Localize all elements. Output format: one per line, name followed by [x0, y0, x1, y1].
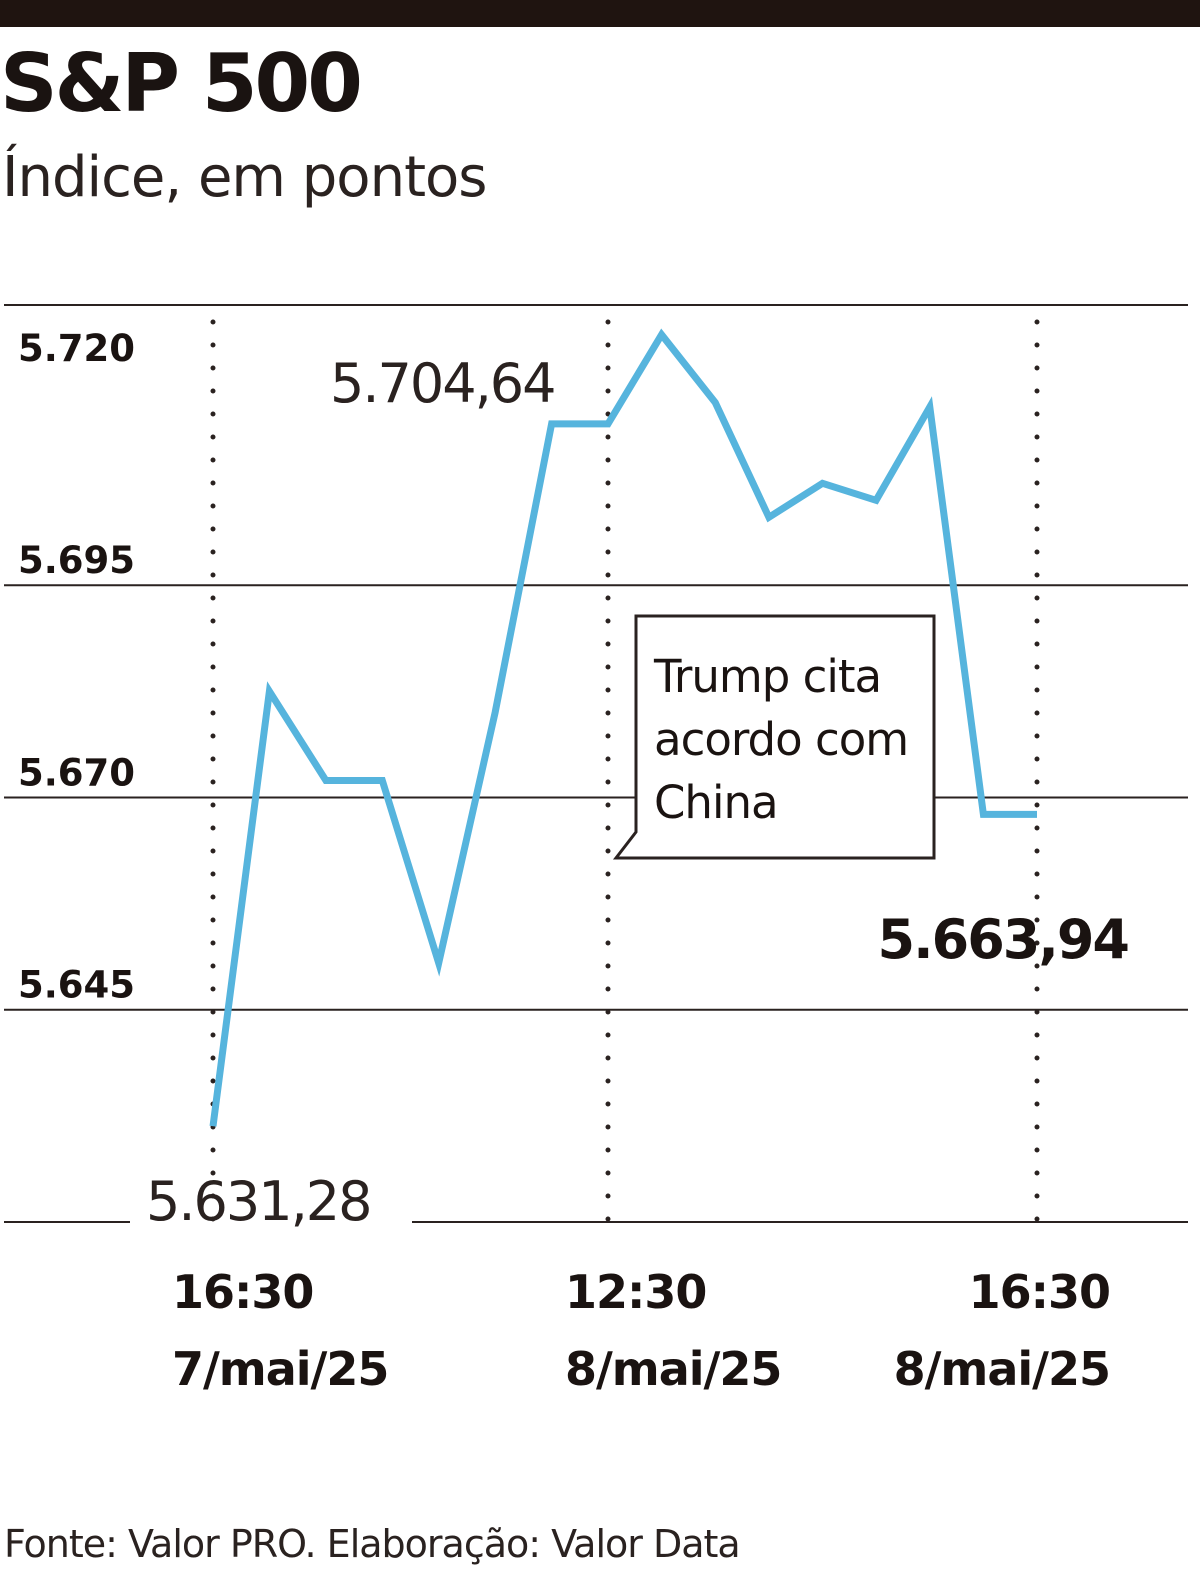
y-tick-label: 5.695	[18, 539, 135, 582]
gridlines	[4, 304, 1188, 1223]
source-note: Fonte: Valor PRO. Elaboração: Valor Data	[4, 1522, 741, 1566]
chart-subtitle: Índice, em pontos	[2, 145, 487, 210]
y-axis-tick-labels: 5.645 5.670 5.695 5.720	[18, 327, 135, 1007]
y-tick-label: 5.670	[18, 751, 135, 794]
series-line	[209, 328, 1037, 1127]
x-tick-time: 16:30	[172, 1265, 313, 1319]
x-tick-date: 8/mai/25	[565, 1342, 781, 1396]
annotation-text: acordo com	[654, 713, 908, 766]
top-rule	[0, 0, 1200, 27]
data-label-start: 5.631,28	[146, 1170, 370, 1233]
annotation-text: China	[654, 776, 778, 829]
x-axis-tick-labels: 16:30 7/mai/25 12:30 8/mai/25 16:30 8/mai/25	[172, 1265, 1111, 1396]
x-tick-date: 8/mai/25	[894, 1342, 1110, 1396]
annotation-box	[612, 614, 936, 860]
x-tick-date: 7/mai/25	[172, 1342, 388, 1396]
annotation-text: Trump cita	[653, 650, 881, 703]
line-chart: 5.645 5.670 5.695 5.720 16:30 7/mai/25 12:30 8…	[4, 304, 1188, 1396]
x-tick-time: 12:30	[565, 1265, 706, 1319]
series-layer	[209, 328, 1037, 1127]
x-tick-time: 16:30	[969, 1265, 1110, 1319]
data-label-high: 5.704,64	[330, 352, 554, 415]
data-label-end: 5.663,94	[878, 908, 1129, 971]
annotation: Trump cita acordo com China	[612, 614, 936, 860]
y-tick-label: 5.720	[18, 327, 135, 370]
y-tick-label: 5.645	[18, 964, 135, 1007]
chart-title: S&P 500	[0, 37, 363, 130]
data-labels: 5.631,28 5.704,64 5.663,94	[146, 352, 1130, 1233]
